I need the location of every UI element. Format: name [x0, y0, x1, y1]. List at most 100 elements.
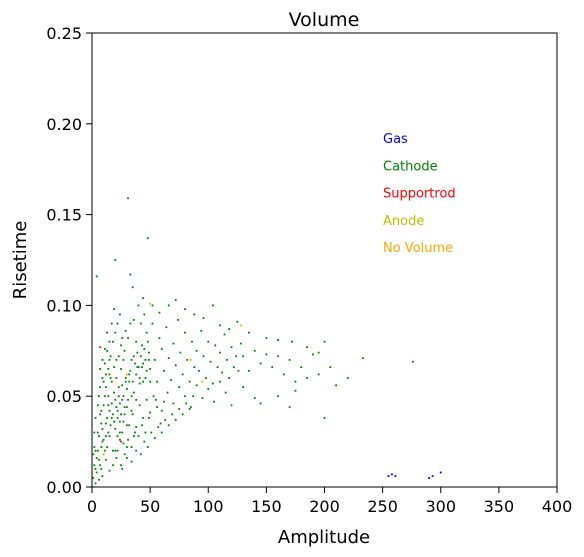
y-tick-label: 0.10 — [46, 296, 82, 315]
point-cathode — [164, 418, 167, 421]
point-cathode — [148, 358, 150, 361]
point-cathode — [323, 417, 326, 419]
point-cathode — [122, 442, 125, 445]
point-cathode — [172, 342, 175, 345]
point-cathode — [130, 395, 133, 398]
point-cathode — [148, 351, 150, 354]
point-cathode — [119, 402, 121, 405]
point-cathode — [100, 446, 103, 448]
legend-entry-no-volume: No Volume — [383, 241, 453, 256]
point-cathode — [177, 319, 179, 321]
point-cathode — [103, 348, 106, 350]
point-cathode — [110, 417, 113, 419]
point-cathode — [205, 377, 207, 379]
point-cathode — [142, 380, 145, 383]
point-cathode — [151, 322, 154, 325]
point-cathode — [134, 362, 136, 365]
point-cathode — [119, 420, 121, 423]
point-cathode — [120, 464, 122, 467]
point-cathode — [121, 467, 124, 470]
point-cathode — [185, 402, 188, 405]
point-cathode — [191, 340, 193, 343]
x-tick-label: 150 — [251, 497, 282, 516]
point-cathode — [294, 389, 297, 392]
point-cathode — [138, 404, 141, 407]
point-cathode — [132, 319, 135, 321]
x-tick-label: 50 — [140, 497, 160, 516]
point-cathode — [174, 364, 177, 367]
point-cathode — [110, 322, 113, 325]
point-cathode — [123, 413, 126, 416]
point-cathode — [166, 391, 169, 394]
point-cathode — [193, 366, 196, 369]
point-cathode — [171, 413, 174, 416]
point-cathode — [317, 373, 320, 376]
point-cathode — [141, 424, 143, 427]
point-cathode — [143, 313, 146, 316]
point-gas — [428, 477, 431, 479]
point-cathode — [108, 340, 111, 343]
point-cathode — [105, 435, 107, 438]
point-cathode — [311, 353, 314, 356]
point-cathode — [116, 435, 119, 438]
point-cathode — [142, 417, 145, 419]
point-cathode — [149, 368, 152, 370]
point-cathode — [174, 299, 177, 301]
point-cathode — [170, 378, 172, 381]
point-no-volume — [189, 358, 192, 361]
point-cathode — [242, 355, 245, 358]
point-cathode — [127, 337, 129, 339]
point-cathode — [136, 351, 139, 354]
point-cathode — [103, 395, 106, 398]
point-cathode — [134, 431, 136, 434]
point-cathode — [181, 373, 184, 376]
point-cathode — [160, 409, 163, 412]
y-tick-label: 0.15 — [46, 206, 82, 225]
point-cathode — [113, 366, 115, 369]
point-cathode — [143, 348, 146, 350]
point-supportrod — [120, 440, 122, 443]
point-cathode — [100, 467, 103, 470]
point-cathode — [129, 273, 132, 276]
point-cathode — [201, 397, 204, 399]
point-cathode — [128, 424, 131, 427]
point-cathode — [112, 340, 114, 343]
point-cathode — [288, 406, 291, 408]
point-cathode — [115, 377, 118, 379]
point-cathode — [132, 391, 135, 394]
x-tick-label: 100 — [193, 497, 224, 516]
point-cathode — [114, 331, 117, 334]
point-anode — [125, 373, 128, 376]
point-cathode — [202, 355, 205, 358]
points-layer — [92, 197, 442, 485]
point-cathode — [113, 420, 115, 423]
point-cathode — [184, 331, 186, 334]
x-tick-label: 300 — [425, 497, 456, 516]
point-cathode — [103, 362, 106, 365]
point-cathode — [157, 426, 160, 428]
point-cathode — [277, 355, 279, 358]
point-cathode — [346, 377, 349, 379]
point-gas — [394, 475, 397, 477]
point-cathode — [139, 355, 142, 358]
point-cathode — [150, 431, 153, 434]
point-cathode — [291, 340, 293, 343]
point-cathode — [265, 337, 268, 339]
point-gas — [431, 475, 434, 477]
point-cathode — [113, 391, 115, 394]
point-cathode — [121, 384, 124, 387]
point-cathode — [121, 431, 124, 434]
point-cathode — [259, 362, 262, 365]
point-cathode — [105, 386, 107, 389]
point-cathode — [224, 391, 227, 394]
point-cathode — [148, 417, 150, 419]
point-cathode — [288, 358, 291, 361]
point-cathode — [165, 326, 168, 329]
point-cathode — [102, 404, 105, 407]
point-cathode — [108, 409, 111, 412]
legend-entry-supportrod: Supportrod — [383, 187, 456, 202]
point-cathode — [178, 386, 181, 389]
x-ticks: 0 50 100 150 200 250 300 350 400 — [87, 487, 572, 516]
point-cathode — [119, 431, 121, 434]
y-ticks: 0.00 0.05 0.10 0.15 0.20 0.25 — [46, 24, 92, 497]
